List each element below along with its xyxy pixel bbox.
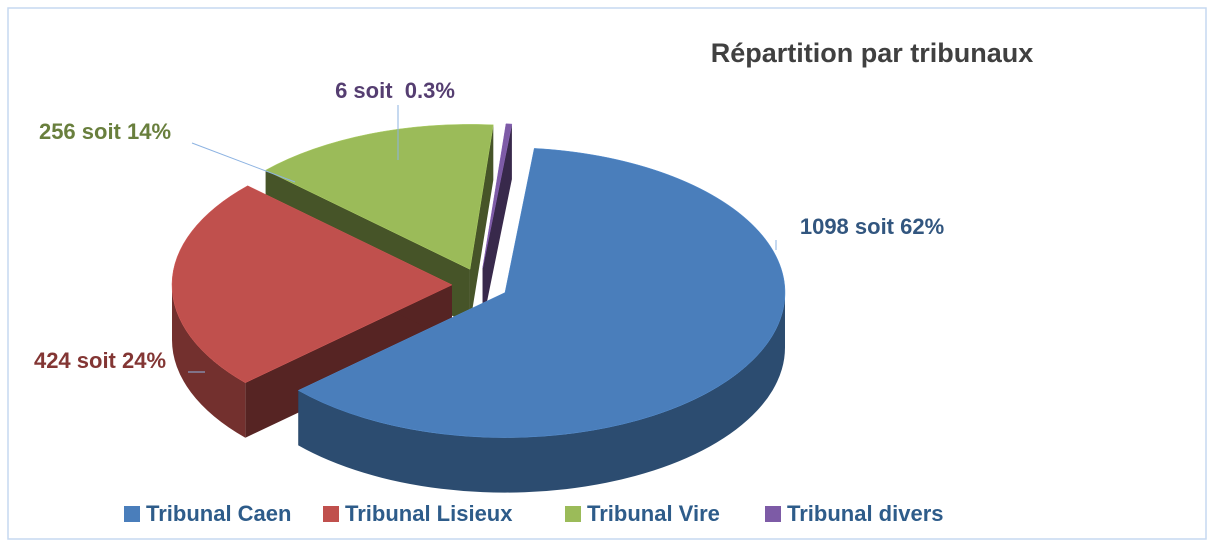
slice-wall — [172, 284, 246, 438]
leader-line — [191, 142, 296, 183]
slice-wall — [298, 292, 785, 493]
legend-label: Tribunal Lisieux — [345, 501, 513, 526]
slice — [265, 124, 494, 270]
slice — [171, 185, 453, 384]
slice-side — [469, 124, 494, 325]
slice-side — [482, 124, 512, 324]
legend-swatch — [565, 506, 581, 522]
slice — [482, 123, 513, 269]
legend-swatch — [323, 506, 339, 522]
data-label: 256 soit 14% — [39, 119, 171, 144]
data-label: 424 soit 24% — [34, 348, 166, 373]
legend-label: Tribunal Caen — [146, 501, 291, 526]
data-label: 1098 soit 62% — [800, 214, 944, 239]
slice-side — [245, 284, 453, 438]
slice — [297, 148, 786, 438]
data-label: 6 soit 0.3% — [335, 78, 455, 103]
legend-label: Tribunal Vire — [587, 501, 720, 526]
legend-label: Tribunal divers — [787, 501, 944, 526]
legend-swatch — [124, 506, 140, 522]
chart-title: Répartition par tribunaux — [711, 38, 1034, 68]
legend-swatch — [765, 506, 781, 522]
